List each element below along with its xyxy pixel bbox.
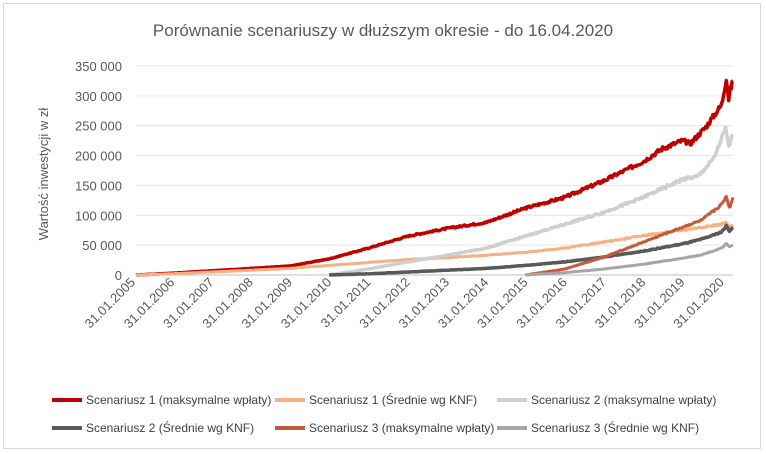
legend-label: Scenariusz 2 (maksymalne wpłaty) <box>531 393 716 407</box>
legend-label: Scenariusz 1 (Średnie wg KNF) <box>309 392 477 407</box>
legend-label: Scenariusz 2 (Średnie wg KNF) <box>86 420 254 435</box>
y-tick-label: 250 000 <box>75 119 122 134</box>
chart-title: Porównanie scenariuszy w dłuższym okresi… <box>153 21 613 40</box>
x-ticks: 31.01.200531.01.200631.01.200731.01.2008… <box>81 275 726 332</box>
series-line <box>328 125 735 277</box>
y-tick-label: 50 000 <box>82 238 122 253</box>
legend-label: Scenariusz 3 (Średnie wg KNF) <box>531 420 699 435</box>
series-line <box>524 242 734 277</box>
y-ticks: 0 50 000 100 000 150 000 200 000 250 000 300 0… <box>75 59 122 283</box>
y-tick-label: 300 000 <box>75 89 122 104</box>
chart-frame <box>3 3 761 449</box>
series-line <box>328 223 735 277</box>
grid <box>136 65 733 276</box>
y-tick-label: 350 000 <box>75 59 122 74</box>
y-tick-label: 100 000 <box>75 208 122 223</box>
y-tick-label: 0 <box>115 268 122 283</box>
series-line <box>135 78 734 277</box>
y-tick-label: 150 000 <box>75 178 122 193</box>
legend: Scenariusz 1 (maksymalne wpłaty) Scenariu… <box>52 392 716 435</box>
legend-label: Scenariusz 3 (maksymalne wpłaty) <box>309 421 494 435</box>
legend-label: Scenariusz 1 (maksymalne wpłaty) <box>86 393 271 407</box>
series-line <box>524 194 735 277</box>
y-axis-label: Wartość inwestycji w zł <box>36 108 51 241</box>
y-tick-label: 200 000 <box>75 149 122 164</box>
series-lines <box>135 78 735 277</box>
